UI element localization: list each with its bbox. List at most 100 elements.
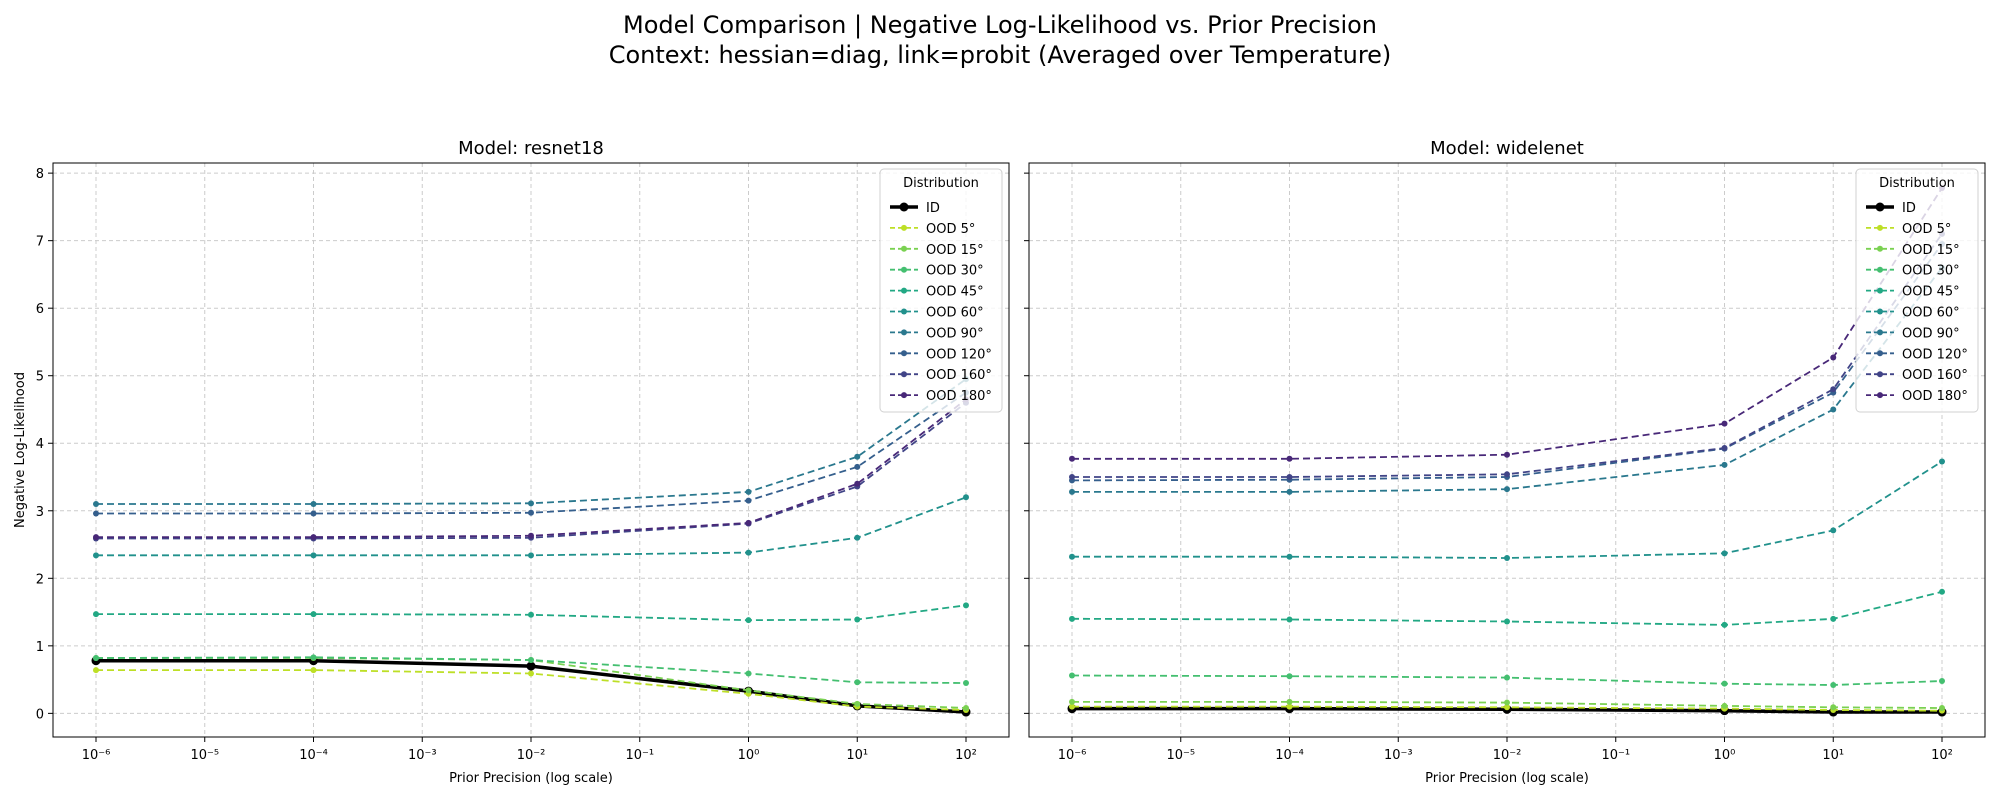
legend-swatch-marker [1875,202,1885,212]
figure-title-line-2: Context: hessian=diag, link=probit (Aver… [608,41,1392,69]
x-tick-label: 10⁰ [738,748,760,763]
data-point [528,532,534,539]
x-tick-label: 10⁻⁴ [299,748,328,763]
y-tick-label: 3 [36,505,44,520]
chart-panel-1: 10⁻⁶ 10⁻⁵ 10⁻⁴ 10⁻³ 10⁻² 10⁻¹ 10⁰ 10¹ 10² 0 1 2 3 4 5 6… [13,138,1010,786]
legend-swatch-marker [901,329,907,336]
data-point [1286,616,1293,623]
legend-swatch-marker [899,202,909,212]
legend-item: OOD 180° [1866,389,1968,404]
legend-swatch-marker [901,350,907,357]
legend-item: ID [1866,201,1916,216]
data-point [93,667,99,674]
legend-swatch-marker [1877,371,1883,378]
x-tick-label: 10⁻⁶ [82,748,111,763]
data-point [854,453,861,460]
data-point [93,654,99,661]
legend-label: OOD 90° [926,326,984,341]
data-point [528,509,534,516]
x-tick-label: 10² [1931,748,1953,763]
data-point [1504,699,1510,706]
legend-label: OOD 60° [1902,306,1960,321]
data-point [93,611,99,618]
data-point [1721,461,1728,468]
legend-item: OOD 45° [1866,285,1960,300]
panel-title: Model: widelenet [1430,138,1584,159]
legend-title: Distribution [903,176,979,191]
legend-label: OOD 5° [926,222,975,237]
data-point [1939,588,1945,595]
legend-label: OOD 120° [1902,347,1968,362]
data-point [854,463,861,470]
data-point [310,611,317,618]
legend-swatch-marker [1877,350,1883,357]
data-point [1721,680,1728,687]
legend-label: OOD 180° [926,389,992,404]
legend-label: ID [1902,201,1916,216]
x-tick-label: 10⁻¹ [625,748,654,763]
series-line [1072,460,1943,559]
y-tick-label: 0 [36,707,44,722]
legend-item: OOD 5° [1866,222,1951,237]
legend-item: OOD 15° [890,243,984,258]
y-tick-label: 7 [36,235,44,250]
legend-label: OOD 160° [926,368,992,383]
data-point [745,617,752,624]
x-axis-label: Prior Precision (log scale) [449,771,613,786]
data-point [854,534,861,541]
legend-item: OOD 60° [1866,306,1960,321]
data-point [963,704,969,711]
data-point [1069,672,1075,679]
data-point [1286,553,1293,560]
y-tick-label: 5 [36,370,44,385]
data-point [745,497,752,504]
legend-label: OOD 45° [926,285,984,300]
data-point [1286,488,1293,495]
legend-item: OOD 15° [1866,243,1960,258]
x-tick-label: 10⁻² [1493,748,1522,763]
series-line [1072,187,1943,460]
legend-label: OOD 5° [1902,222,1951,237]
data-point [745,519,752,526]
series-line [96,391,967,515]
series-ood-15- [1069,698,1945,711]
legend-label: OOD 120° [926,347,992,362]
legend-label: OOD 30° [926,264,984,279]
legend-label: OOD 180° [1902,389,1968,404]
data-point [310,667,317,674]
legend-label: OOD 15° [926,243,984,258]
chart-panel-2: 10⁻⁶ 10⁻⁵ 10⁻⁴ 10⁻³ 10⁻² 10⁻¹ 10⁰ 10¹ 10² Model: … [1024,138,1986,786]
series-line [96,398,967,538]
data-point [528,500,534,507]
data-point [1069,455,1075,462]
data-point [745,670,752,677]
panel-title: Model: resnet18 [458,138,604,159]
series-line [96,496,967,557]
data-point [1504,471,1510,478]
legend-item: OOD 90° [1866,326,1960,341]
legend-swatch-marker [901,308,907,315]
series-ood-60- [1069,458,1945,562]
legend-item: OOD 180° [890,389,992,404]
data-point [1939,458,1945,465]
data-point [310,534,317,541]
x-tick-label: 10⁻⁵ [190,748,219,763]
data-point [1830,386,1837,393]
legend-swatch-marker [901,266,907,273]
data-point [1830,704,1837,711]
data-point [1286,455,1293,462]
series-line [96,669,967,711]
data-point [1286,698,1293,705]
data-point [1939,704,1945,711]
legend-swatch-marker [901,287,907,294]
data-point [963,679,969,686]
series-line [95,656,967,684]
data-point [1504,674,1510,681]
legend-label: OOD 15° [1902,243,1960,258]
series-line [1072,705,1943,712]
data-point [1286,673,1293,680]
series-ood-60- [93,494,969,559]
legend-swatch-marker [1877,308,1883,315]
data-point [93,552,99,559]
